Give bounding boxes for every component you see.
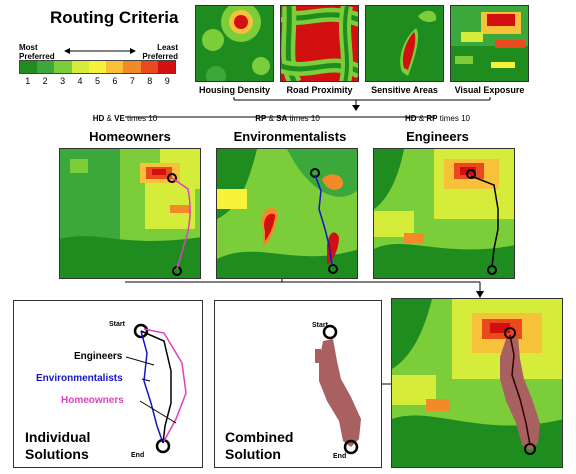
- legend-swatch: [157, 61, 175, 73]
- legend-most-label: Most Preferred: [19, 43, 55, 61]
- individual-title-line2: Solutions: [25, 446, 89, 462]
- formula-environmentalists: RP & SA times 10: [255, 114, 320, 123]
- legend-swatch: [106, 61, 124, 73]
- legend-swatch: [123, 61, 141, 73]
- criteria-label-visual-exposure: Visual Exposure: [454, 85, 525, 95]
- criteria-label-housing-density: Housing Density: [198, 85, 270, 95]
- individual-start-label: Start: [109, 321, 125, 328]
- engineers-map: [373, 148, 515, 279]
- legend-tick: 3: [60, 76, 66, 86]
- formula-engineers: HD & RP times 10: [405, 114, 470, 123]
- legend-swatch: [54, 61, 72, 73]
- combined-start-label: Start: [312, 322, 328, 329]
- legend-swatch: [20, 61, 38, 73]
- double-arrow-icon: [64, 48, 136, 54]
- environmentalists-map: [216, 148, 358, 279]
- criteria-label-sensitive-areas: Sensitive Areas: [371, 85, 438, 95]
- combined-solution-panel: Start End Combined Solution: [214, 300, 382, 468]
- legend-swatch: [71, 61, 89, 73]
- legend-least-label: Least Preferred: [142, 43, 178, 61]
- combined-title-line2: Solution: [225, 446, 281, 462]
- legend-tick: 6: [112, 76, 118, 86]
- legend-swatch: [37, 61, 55, 73]
- combined-title-line1: Combined: [225, 429, 294, 445]
- legend-tick: 7: [129, 76, 135, 86]
- legend-swatch: [88, 61, 107, 73]
- homeowners-map: [59, 148, 201, 279]
- group-title-homeowners: Homeowners: [89, 129, 171, 144]
- legend-tick: 5: [94, 76, 100, 86]
- road-proximity-map: [280, 5, 359, 82]
- legend-tick: 2: [42, 76, 48, 86]
- individual-solutions-panel: Start End Engineers Environmentalists Ho…: [13, 300, 203, 468]
- housing-density-map: [195, 5, 274, 82]
- legend-swatch: [140, 61, 158, 73]
- legend-ticks: 1 2 3 4 5 6 7 8 9: [19, 76, 176, 86]
- formula-homeowners: HD & VE times 10: [92, 114, 158, 123]
- legend-tick: 1: [25, 76, 31, 86]
- combined-end-label: End: [333, 453, 347, 460]
- individual-end-label: End: [131, 452, 145, 459]
- combined-map: [391, 298, 563, 468]
- group-title-engineers: Engineers: [406, 129, 469, 144]
- homeowners-route-label: Homeowners: [61, 395, 124, 406]
- sensitive-areas-map: [365, 5, 444, 82]
- legend-tick: 8: [147, 76, 153, 86]
- group-title-environmentalists: Environmentalists: [233, 129, 347, 144]
- criteria-label-road-proximity: Road Proximity: [286, 85, 353, 95]
- page-title: Routing Criteria: [50, 8, 179, 27]
- individual-title-line1: Individual: [25, 429, 91, 445]
- environmentalists-route-label: Environmentalists: [36, 373, 123, 384]
- legend-color-scale: [19, 60, 176, 74]
- legend-tick: 9: [164, 76, 170, 86]
- visual-exposure-map: [450, 5, 529, 82]
- combined-corridor-drawing: [315, 324, 361, 455]
- individual-routes-drawing: [125, 323, 187, 454]
- legend-tick: 4: [77, 76, 83, 86]
- engineers-route-label: Engineers: [74, 351, 123, 362]
